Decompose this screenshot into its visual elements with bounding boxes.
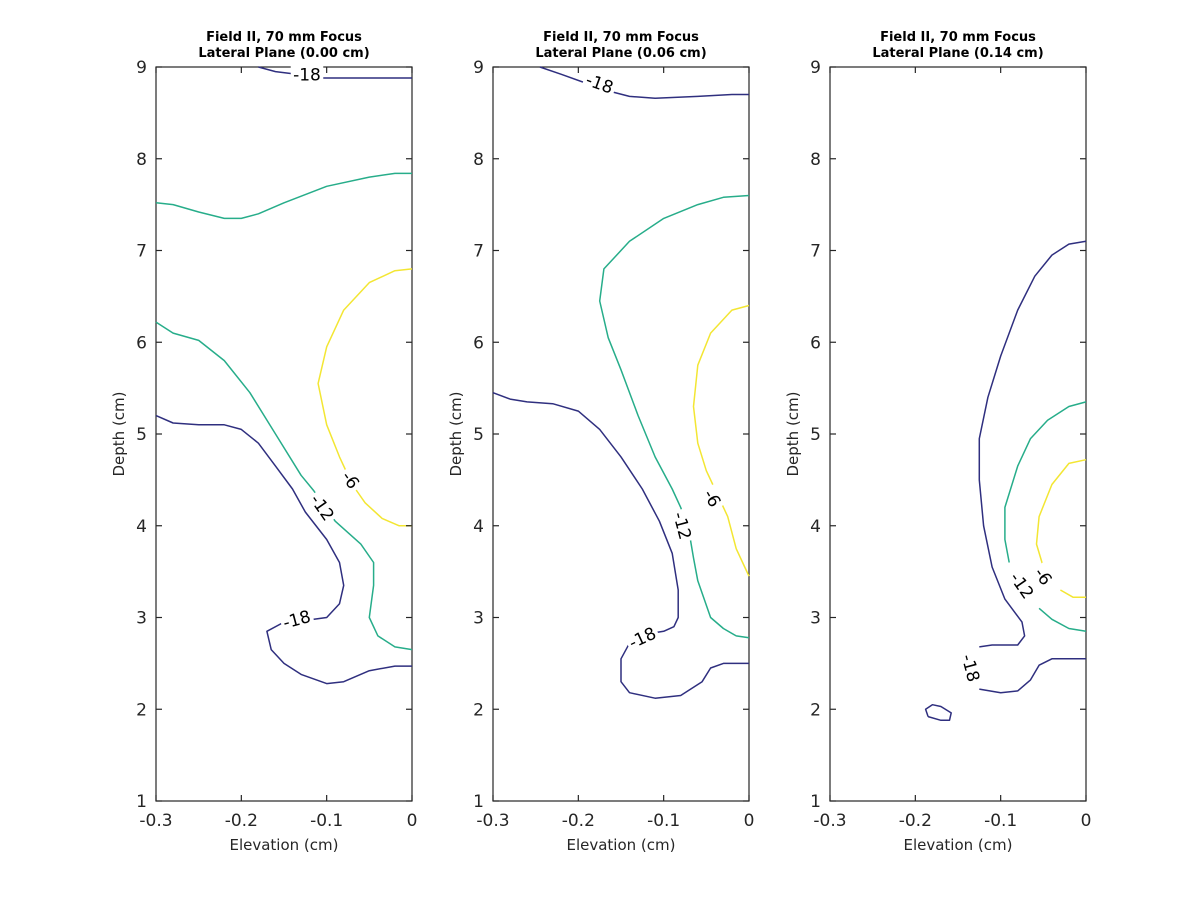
x-tick-label: 0 bbox=[1081, 811, 1092, 831]
x-tick-label: -0.1 bbox=[984, 811, 1017, 831]
axes-box bbox=[155, 66, 413, 802]
y-tick-label: 9 bbox=[810, 58, 821, 78]
chart-title-line: Field II, 70 mm Focus bbox=[880, 30, 1036, 45]
contour-line-level-12 bbox=[155, 172, 412, 220]
contour-line-level-6 bbox=[317, 268, 413, 527]
contour-line-level-18 bbox=[155, 414, 412, 685]
x-axis-label: Elevation (cm) bbox=[566, 836, 675, 854]
y-tick-label: 4 bbox=[473, 517, 484, 537]
y-axis-label: Depth (cm) bbox=[110, 391, 128, 476]
chart-title-line: Lateral Plane (0.14 cm) bbox=[872, 46, 1043, 61]
contour-line-level-18 bbox=[979, 658, 1086, 694]
contour-label-bg bbox=[956, 649, 985, 687]
chart-title-line: Field II, 70 mm Focus bbox=[543, 30, 699, 45]
y-tick-label: 5 bbox=[810, 425, 821, 445]
contour-line-level-6 bbox=[692, 304, 750, 577]
y-tick-label: 7 bbox=[473, 242, 484, 262]
contour-label-bg bbox=[581, 68, 619, 99]
y-tick-label: 1 bbox=[136, 792, 147, 812]
contour-label-bg bbox=[1028, 561, 1059, 592]
contour-label-bg bbox=[304, 488, 340, 527]
x-tick-label: -0.1 bbox=[647, 811, 680, 831]
x-tick-label: -0.2 bbox=[562, 811, 595, 831]
y-tick-label: 6 bbox=[473, 333, 484, 353]
y-tick-label: 9 bbox=[473, 58, 484, 78]
contour-line-level-18 bbox=[492, 391, 749, 699]
contour-label-bg bbox=[335, 464, 366, 496]
x-tick-label: 0 bbox=[407, 811, 418, 831]
contour-label-group: -18 bbox=[290, 64, 324, 85]
contour-line-level-6 bbox=[1035, 458, 1087, 568]
contour-label-bg bbox=[623, 621, 662, 654]
axes-box bbox=[829, 66, 1087, 802]
x-tick-label: -0.3 bbox=[139, 811, 172, 831]
x-tick-label: 0 bbox=[744, 811, 755, 831]
y-tick-label: 4 bbox=[810, 517, 821, 537]
contour-line-level-12 bbox=[598, 194, 750, 639]
y-tick-label: 6 bbox=[810, 333, 821, 353]
y-tick-label: 8 bbox=[136, 150, 147, 170]
contour-label-bg bbox=[1004, 566, 1040, 605]
y-tick-label: 8 bbox=[810, 150, 821, 170]
y-tick-label: 8 bbox=[473, 150, 484, 170]
y-tick-label: 4 bbox=[136, 517, 147, 537]
y-tick-label: 9 bbox=[136, 58, 147, 78]
x-tick-label: -0.2 bbox=[225, 811, 258, 831]
contour-label-bg bbox=[278, 605, 316, 634]
y-tick-label: 3 bbox=[136, 609, 147, 629]
contour-line-level-12 bbox=[1004, 401, 1087, 563]
contour-label-bg bbox=[697, 483, 727, 514]
y-tick-label: 2 bbox=[810, 700, 821, 720]
y-axis-label: Depth (cm) bbox=[784, 391, 802, 476]
y-tick-label: 7 bbox=[136, 242, 147, 262]
y-tick-label: 3 bbox=[810, 609, 821, 629]
y-axis-label: Depth (cm) bbox=[447, 391, 465, 476]
contour-label: -18 bbox=[293, 65, 321, 85]
x-tick-label: -0.1 bbox=[310, 811, 343, 831]
chart-title-line: Field II, 70 mm Focus bbox=[206, 30, 362, 45]
x-tick-label: -0.2 bbox=[899, 811, 932, 831]
y-tick-label: 3 bbox=[473, 609, 484, 629]
chart-title-line: Lateral Plane (0.06 cm) bbox=[535, 46, 706, 61]
axes-box bbox=[492, 66, 750, 802]
x-axis-label: Elevation (cm) bbox=[903, 836, 1012, 854]
y-tick-label: 5 bbox=[136, 425, 147, 445]
y-tick-label: 2 bbox=[136, 700, 147, 720]
contour-label-bg bbox=[290, 64, 324, 85]
x-axis-label: Elevation (cm) bbox=[229, 836, 338, 854]
contour-line-level-12 bbox=[1038, 607, 1087, 633]
contour-label-bg bbox=[668, 507, 697, 545]
chart-title-line: Lateral Plane (0.00 cm) bbox=[198, 46, 369, 61]
x-tick-label: -0.3 bbox=[476, 811, 509, 831]
contour-line-level-6 bbox=[1060, 589, 1086, 599]
contour-line-level-18 bbox=[978, 240, 1087, 648]
y-tick-label: 6 bbox=[136, 333, 147, 353]
y-tick-label: 2 bbox=[473, 700, 484, 720]
y-tick-label: 7 bbox=[810, 242, 821, 262]
y-tick-label: 5 bbox=[473, 425, 484, 445]
contour-line-level-18 bbox=[539, 66, 749, 99]
y-tick-label: 1 bbox=[473, 792, 484, 812]
contour-line-level-18 bbox=[924, 703, 952, 722]
x-tick-label: -0.3 bbox=[813, 811, 846, 831]
y-tick-label: 1 bbox=[810, 792, 821, 812]
